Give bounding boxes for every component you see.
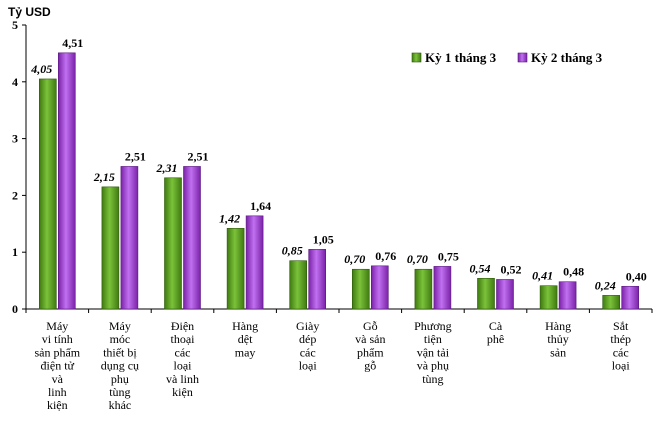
data-label-series-2: 2,51 (125, 149, 146, 163)
legend-swatch (411, 52, 422, 63)
bar-series-1 (289, 260, 308, 310)
data-label-series-1: 0,41 (532, 269, 553, 283)
bar-series-2 (370, 265, 389, 310)
data-label-series-1: 4,05 (30, 62, 52, 76)
data-label-series-1: 0,54 (470, 261, 491, 275)
x-category-label: Giày dép các loại (296, 319, 319, 373)
bar-series-1 (101, 186, 120, 310)
x-category-label: Điện thoại các loại và linh kiện (166, 319, 199, 399)
data-label-series-1: 1,42 (219, 211, 240, 225)
x-category-label: Hàng thủy sản (545, 319, 571, 359)
data-label-series-1: 0,24 (595, 278, 616, 292)
legend-label: Kỳ 1 tháng 3 (425, 50, 497, 65)
x-category-label: Máy vi tính sản phẩm điện tử và linh kiện (34, 319, 80, 412)
bar-series-2 (621, 285, 640, 310)
bar-series-1 (414, 268, 433, 310)
data-label-series-2: 0,40 (626, 269, 647, 283)
x-category-label: Phương tiện vận tải và phụ tùng (414, 319, 452, 386)
bar-series-2 (496, 279, 514, 310)
legend-label: Kỳ 2 tháng 3 (531, 50, 603, 65)
bar-series-2 (57, 52, 76, 310)
bar-series-2 (558, 281, 577, 310)
x-category-label: Sắt thép các loại (610, 319, 631, 373)
y-axis-label: Tỷ USD (8, 5, 51, 19)
data-label-series-1: 0,85 (282, 244, 303, 258)
data-label-series-2: 0,52 (501, 262, 522, 276)
bar-series-2 (245, 215, 264, 310)
data-label-series-1: 0,70 (407, 252, 428, 266)
legend-swatch (517, 52, 528, 63)
y-tick-label: 4 (12, 75, 18, 89)
legend: Kỳ 1 tháng 3 Kỳ 2 tháng 3 (411, 50, 603, 65)
y-tick-label: 1 (12, 245, 18, 259)
y-tick-label: 5 (12, 18, 18, 32)
y-tick-label: 0 (12, 302, 18, 316)
bar-series-1 (477, 278, 495, 310)
legend-item: Kỳ 2 tháng 3 (517, 50, 603, 65)
data-label-series-1: 2,15 (93, 170, 115, 184)
data-label-series-2: 2,51 (188, 149, 209, 163)
legend-item: Kỳ 1 tháng 3 (411, 50, 497, 65)
data-label-series-1: 2,31 (156, 161, 178, 175)
x-category-label: Máy móc thiết bị dụng cụ phụ tùng khác (101, 319, 139, 412)
x-category-label: Cà phê (487, 319, 504, 346)
bar-series-1 (539, 285, 558, 310)
data-label-series-1: 0,70 (344, 252, 365, 266)
bar-series-2 (183, 166, 201, 310)
data-label-series-2: 1,64 (250, 199, 271, 213)
x-category-label: Hàng dệt may (232, 319, 258, 359)
y-tick-label: 2 (12, 188, 18, 202)
bar-series-2 (433, 266, 452, 310)
bar-series-1 (351, 268, 370, 310)
data-label-series-2: 0,48 (563, 265, 584, 279)
category-labels: Máy vi tính sản phẩm điện tử và linh kiện Máy mó… (34, 319, 631, 412)
data-label-series-2: 1,05 (313, 232, 334, 246)
bar-series-1 (226, 228, 245, 310)
data-label-series-2: 0,76 (375, 249, 396, 263)
bar-series-1 (164, 177, 182, 310)
data-label-series-2: 4,51 (62, 36, 83, 50)
x-category-label: Gỗ và sản phẩm gỗ (355, 319, 385, 373)
bars (38, 52, 640, 310)
bar-series-1 (38, 78, 57, 310)
value-labels: 4,05 4,51 2,15 2,51 2,31 2,51 1,42 1,64 0,85 1,05… (30, 36, 646, 293)
bar-series-1 (602, 295, 621, 310)
data-label-series-2: 0,75 (438, 249, 459, 263)
bar-series-2 (308, 249, 327, 310)
bar-series-2 (120, 166, 139, 310)
y-tick-label: 3 (12, 132, 18, 146)
